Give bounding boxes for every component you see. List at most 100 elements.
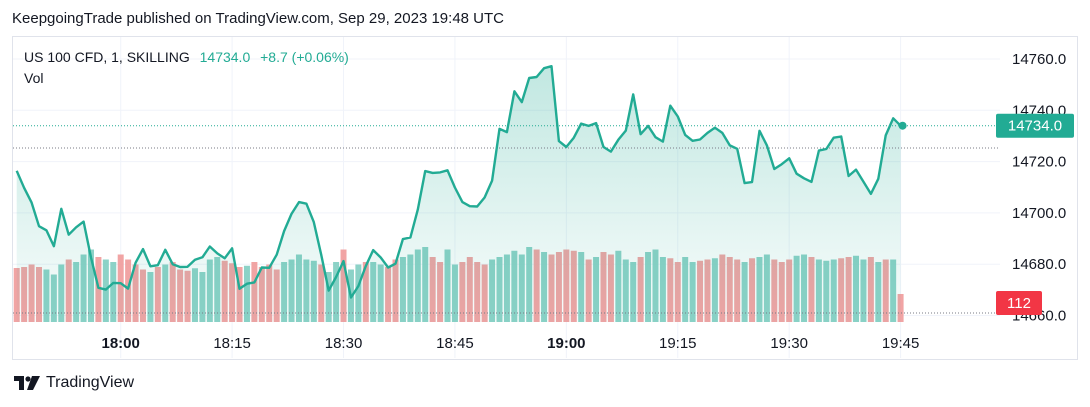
price-point[interactable] — [281, 228, 287, 234]
price-point[interactable] — [36, 223, 42, 229]
price-point[interactable] — [51, 243, 57, 249]
price-point[interactable] — [170, 261, 176, 267]
price-point[interactable] — [779, 161, 785, 167]
price-point[interactable] — [489, 178, 495, 184]
price-point[interactable] — [407, 235, 413, 241]
price-point[interactable] — [445, 167, 451, 173]
price-point[interactable] — [534, 74, 540, 80]
footer-brand[interactable]: TradingView — [46, 374, 135, 391]
price-point[interactable] — [675, 113, 681, 119]
price-point[interactable] — [482, 195, 488, 201]
price-point[interactable] — [660, 139, 666, 145]
price-point[interactable] — [318, 252, 324, 258]
price-point[interactable] — [251, 279, 257, 285]
price-point[interactable] — [95, 285, 101, 291]
price-point[interactable] — [103, 287, 109, 293]
price-point[interactable] — [749, 179, 755, 185]
price-point[interactable] — [578, 121, 584, 127]
price-point[interactable] — [266, 265, 272, 271]
price-point[interactable] — [474, 203, 480, 209]
price-point[interactable] — [860, 179, 866, 185]
price-point[interactable] — [244, 281, 250, 287]
price-point[interactable] — [548, 63, 554, 69]
price-point[interactable] — [771, 166, 777, 172]
price-point[interactable] — [764, 142, 770, 148]
price-point[interactable] — [437, 169, 443, 175]
price-point[interactable] — [303, 201, 309, 207]
price-point[interactable] — [652, 134, 658, 140]
price-point[interactable] — [519, 99, 525, 105]
price-point[interactable] — [697, 137, 703, 143]
price-point[interactable] — [118, 280, 124, 286]
price-point[interactable] — [808, 179, 814, 185]
price-point[interactable] — [58, 206, 64, 212]
price-point[interactable] — [370, 247, 376, 253]
price-point[interactable] — [125, 286, 131, 292]
price-point[interactable] — [586, 123, 592, 129]
price-point[interactable] — [690, 138, 696, 144]
price-point[interactable] — [541, 65, 547, 71]
price-point[interactable] — [393, 261, 399, 267]
symbol-label[interactable]: US 100 CFD, 1, SKILLING — [24, 49, 190, 65]
price-point[interactable] — [719, 130, 725, 136]
price-point[interactable] — [192, 257, 198, 263]
price-point[interactable] — [704, 130, 710, 136]
price-point[interactable] — [883, 132, 889, 138]
price-point[interactable] — [734, 146, 740, 152]
price-point[interactable] — [786, 155, 792, 161]
price-point[interactable] — [29, 200, 35, 206]
price-point[interactable] — [259, 265, 265, 271]
price-point[interactable] — [348, 295, 354, 301]
price-point[interactable] — [415, 207, 421, 213]
price-point[interactable] — [333, 274, 339, 280]
price-point[interactable] — [846, 173, 852, 179]
price-point[interactable] — [645, 123, 651, 129]
price-point[interactable] — [274, 252, 280, 258]
price-point[interactable] — [88, 255, 94, 261]
price-point[interactable] — [73, 224, 79, 230]
price-point[interactable] — [43, 227, 49, 233]
price-point[interactable] — [875, 176, 881, 182]
price-point[interactable] — [66, 232, 72, 238]
price-point[interactable] — [199, 254, 205, 260]
price-point[interactable] — [378, 255, 384, 261]
price-point[interactable] — [207, 244, 213, 250]
price-point[interactable] — [177, 264, 183, 270]
price-point[interactable] — [868, 191, 874, 197]
price-point[interactable] — [511, 88, 517, 94]
price-point[interactable] — [363, 263, 369, 269]
price-point[interactable] — [81, 219, 87, 225]
price-point[interactable] — [385, 265, 391, 271]
price-point[interactable] — [623, 128, 629, 134]
price-point[interactable] — [600, 144, 606, 150]
price-point[interactable] — [222, 255, 228, 261]
price-point[interactable] — [838, 133, 844, 139]
price-point[interactable] — [430, 170, 436, 176]
price-point[interactable] — [400, 236, 406, 242]
price-point[interactable] — [289, 211, 295, 217]
price-point[interactable] — [140, 246, 146, 252]
price-point[interactable] — [742, 180, 748, 186]
price-point[interactable] — [110, 280, 116, 286]
price-point[interactable] — [712, 125, 718, 131]
price-line[interactable] — [15, 65, 902, 299]
price-point[interactable] — [21, 185, 27, 191]
volume-legend-label[interactable]: Vol — [24, 70, 44, 86]
price-point[interactable] — [727, 142, 733, 148]
price-point[interactable] — [756, 128, 762, 134]
price-point[interactable] — [638, 131, 644, 137]
price-point[interactable] — [326, 288, 332, 294]
price-point[interactable] — [237, 286, 243, 292]
price-point[interactable] — [162, 247, 168, 253]
price-point[interactable] — [185, 264, 191, 270]
price-point[interactable] — [355, 283, 361, 289]
price-point[interactable] — [504, 129, 510, 135]
price-point[interactable] — [571, 135, 577, 141]
price-point[interactable] — [608, 149, 614, 155]
price-point[interactable] — [155, 262, 161, 268]
price-point[interactable] — [14, 168, 20, 174]
price-point[interactable] — [615, 137, 621, 143]
price-point[interactable] — [816, 148, 822, 154]
price-point[interactable] — [556, 138, 562, 144]
